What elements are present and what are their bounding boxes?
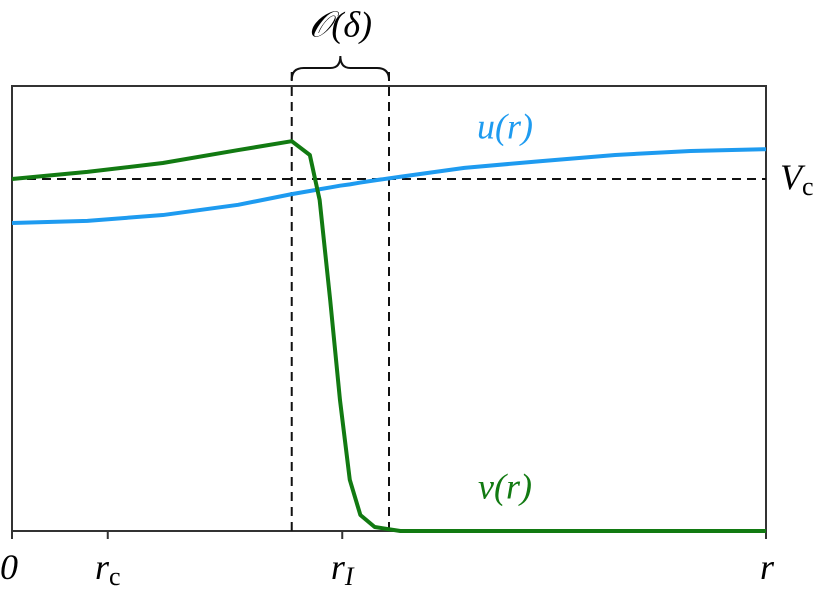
series-line [11,147,767,226]
reference-label-sub: c [802,172,814,201]
x-tick-label: r [760,547,775,587]
brace [290,55,390,81]
series-label: v(r) [478,466,532,506]
span-label: 𝒪(δ) [309,4,372,44]
x-tick-label-main: r [95,547,110,587]
x-tick-label-sub: c [109,562,121,589]
reference-label-main: V [780,157,806,197]
x-tick-label: 0 [0,547,18,587]
x-tick-label-main: 0 [0,547,18,587]
x-tick-label: rc [95,547,121,589]
reference-label: Vc [780,157,814,201]
x-tick-label-main: r [760,547,775,587]
x-tick-label: rI [331,547,355,589]
x-tick-label-sub: I [344,562,355,589]
series-line [11,139,766,533]
x-tick-label-main: r [331,547,346,587]
series-label: u(r) [477,106,533,146]
